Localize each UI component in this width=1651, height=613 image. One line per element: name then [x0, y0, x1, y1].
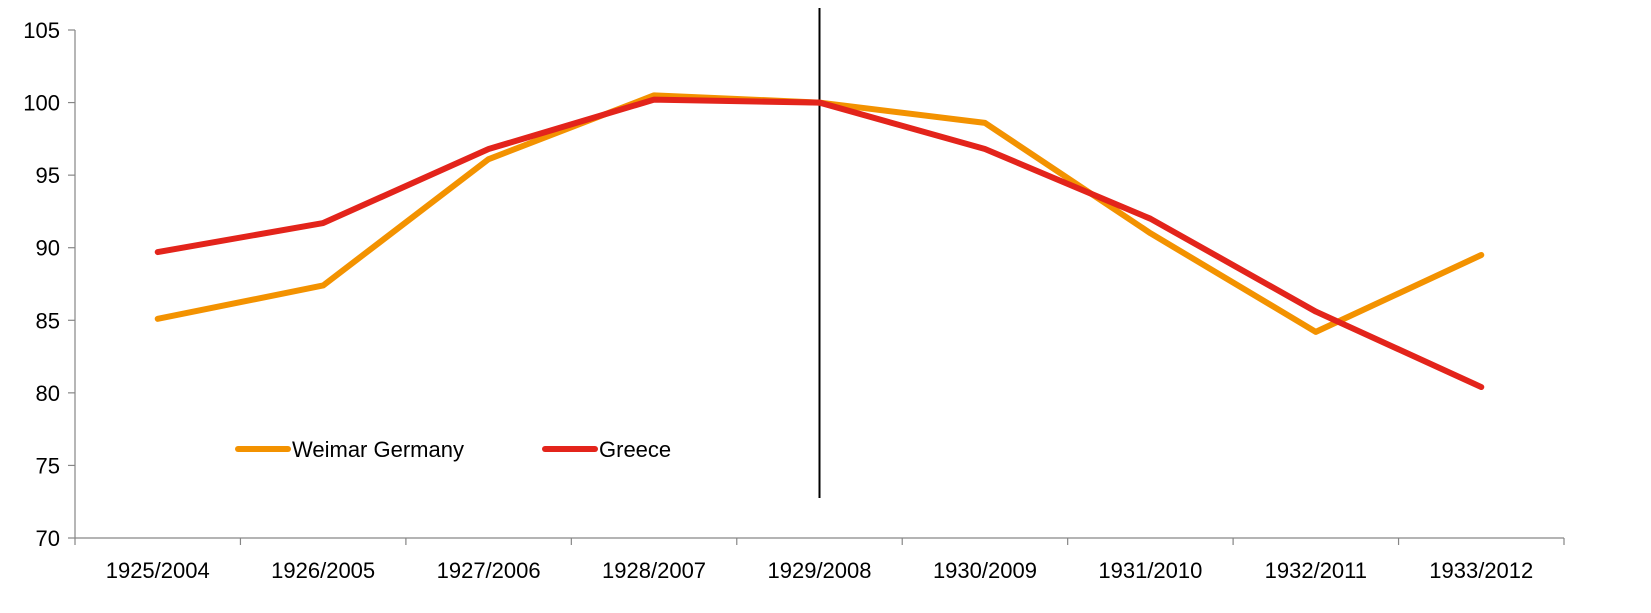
data-point [1315, 331, 1317, 333]
data-point [488, 148, 490, 150]
data-point [819, 102, 820, 104]
y-tick-label: 90 [36, 236, 60, 261]
y-tick-label: 100 [23, 91, 60, 116]
x-tick-label: 1931/2010 [1098, 558, 1202, 583]
legend-label: Greece [599, 437, 671, 462]
legend-item: Greece [542, 437, 671, 462]
data-point [322, 284, 324, 286]
x-tick-label: 1932/2011 [1265, 558, 1367, 583]
x-tick-label: 1927/2006 [437, 558, 541, 583]
data-point [157, 318, 159, 320]
legend-item: Weimar Germany [235, 437, 464, 462]
series-group [154, 92, 1485, 391]
y-tick-label: 85 [36, 308, 60, 333]
data-point [322, 222, 324, 224]
data-point [984, 122, 986, 124]
data-point [1315, 311, 1317, 313]
axes [74, 30, 1564, 539]
x-tick-label: 1929/2008 [768, 558, 872, 583]
data-point [488, 158, 490, 160]
x-tick-label: 1930/2009 [933, 558, 1037, 583]
series-greece [154, 96, 1485, 391]
data-point [1480, 386, 1482, 388]
x-tick-label: 1926/2005 [271, 558, 375, 583]
x-axis-ticks: 1925/2004 1926/2005 1927/2006 1928/2007 1929… [74, 538, 1565, 583]
data-point [1149, 232, 1151, 234]
y-tick-label: 75 [36, 453, 60, 478]
x-tick-label: 1928/2007 [602, 558, 706, 583]
data-point [984, 148, 986, 150]
data-point [653, 99, 655, 101]
data-point [653, 94, 655, 96]
y-tick-label: 80 [36, 381, 60, 406]
legend-label: Weimar Germany [292, 437, 464, 462]
data-point [1480, 254, 1482, 256]
x-tick-label: 1933/2012 [1429, 558, 1533, 583]
data-point [157, 251, 159, 253]
y-tick-label: 95 [36, 163, 60, 188]
y-tick-label: 70 [36, 526, 60, 551]
x-tick-label: 1925/2004 [106, 558, 210, 583]
data-point [1149, 218, 1151, 220]
y-tick-label: 105 [23, 18, 60, 43]
y-axis-ticks: 70 75 80 85 90 95 100 105 [23, 18, 75, 551]
legend: Weimar Germany Greece [235, 437, 671, 462]
